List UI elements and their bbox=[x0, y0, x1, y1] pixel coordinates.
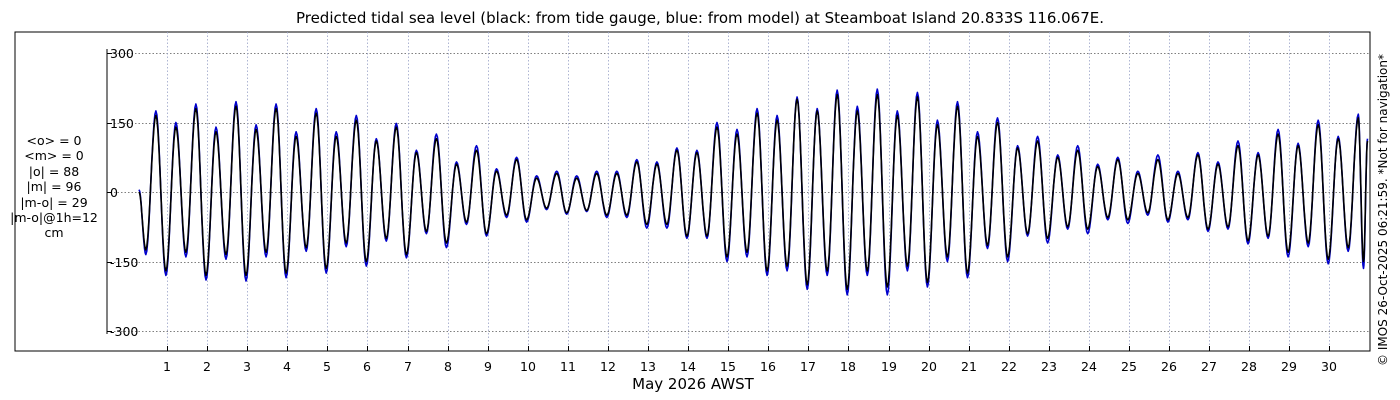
x-tick-label: 22 bbox=[1001, 359, 1017, 374]
x-tick-label: 10 bbox=[520, 359, 536, 374]
x-tick-label: 18 bbox=[840, 359, 856, 374]
x-tick-label: 25 bbox=[1121, 359, 1137, 374]
x-tick-label: 24 bbox=[1081, 359, 1097, 374]
x-tick-label: 21 bbox=[961, 359, 977, 374]
y-tick-label: 300 bbox=[110, 46, 134, 61]
x-tick-label: 19 bbox=[881, 359, 897, 374]
y-tick-label: -300 bbox=[110, 324, 138, 339]
x-tick-label: 27 bbox=[1201, 359, 1217, 374]
series-model-line bbox=[138, 88, 1369, 296]
series-gauge-line bbox=[138, 93, 1369, 291]
x-tick-label: 29 bbox=[1281, 359, 1297, 374]
chart-title: Predicted tidal sea level (black: from t… bbox=[295, 9, 1105, 27]
x-tick-label: 28 bbox=[1241, 359, 1257, 374]
stat-units: cm bbox=[44, 225, 64, 241]
x-tick-label: 15 bbox=[720, 359, 736, 374]
gridlines bbox=[107, 32, 1370, 351]
x-tick-label: 13 bbox=[640, 359, 656, 374]
x-tick-label: 20 bbox=[921, 359, 937, 374]
x-tick-label: 5 bbox=[323, 359, 331, 374]
x-tick-label: 4 bbox=[283, 359, 291, 374]
stat-diff-abs-1h: |m-o|@1h=12 bbox=[10, 210, 98, 226]
series-layer bbox=[138, 88, 1369, 296]
stat-model-abs: |m| = 96 bbox=[26, 179, 82, 195]
statistics-panel: <o> = 0 <m> = 0 |o| = 88 |m| = 96 |m-o| … bbox=[0, 133, 108, 241]
x-tick-label: 9 bbox=[484, 359, 492, 374]
x-tick-label: 26 bbox=[1161, 359, 1177, 374]
x-tick-label: 11 bbox=[560, 359, 576, 374]
x-tick-label: 14 bbox=[680, 359, 696, 374]
x-tick-label: 17 bbox=[800, 359, 816, 374]
x-tick-label: 6 bbox=[363, 359, 371, 374]
stat-model-mean: <m> = 0 bbox=[24, 148, 84, 164]
plot-area-frame bbox=[14, 31, 1371, 352]
y-tick-label: -150 bbox=[110, 255, 138, 270]
x-tick-label: 12 bbox=[600, 359, 616, 374]
stat-diff-abs: |m-o| = 29 bbox=[20, 194, 88, 210]
x-tick-label: 1 bbox=[163, 359, 171, 374]
stat-obs-abs: |o| = 88 bbox=[28, 163, 80, 179]
x-tick-label: 23 bbox=[1041, 359, 1057, 374]
stat-obs-mean: <o> = 0 bbox=[26, 133, 82, 148]
copyright-text: © IMOS 26-Oct-2025 06:21:59. *Not for na… bbox=[1376, 54, 1390, 366]
x-tick-label: 8 bbox=[444, 359, 452, 374]
x-axis-label: May 2026 AWST bbox=[632, 375, 754, 393]
x-tick-label: 16 bbox=[760, 359, 776, 374]
x-tick-label: 30 bbox=[1321, 359, 1337, 374]
x-tick-label: 7 bbox=[404, 359, 412, 374]
x-tick-label: 3 bbox=[243, 359, 251, 374]
x-tick-label: 2 bbox=[203, 359, 211, 374]
y-tick-label: 150 bbox=[110, 116, 134, 131]
y-tick-label: 0 bbox=[110, 185, 118, 200]
